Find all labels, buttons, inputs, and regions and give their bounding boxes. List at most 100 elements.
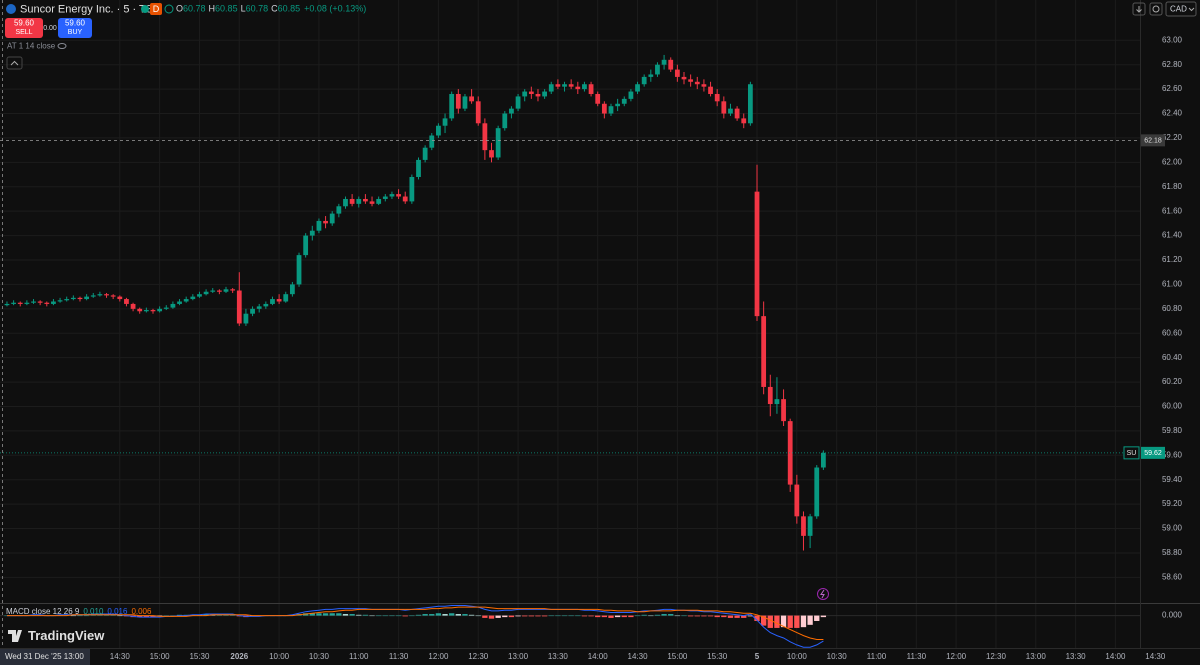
macd-hist-bar bbox=[701, 615, 707, 617]
event-icon[interactable] bbox=[817, 588, 829, 600]
macd-hist-bar bbox=[422, 614, 428, 616]
macd-hist-bar bbox=[621, 615, 627, 618]
macd-hist-bar bbox=[455, 614, 461, 616]
candle-body bbox=[143, 310, 149, 312]
candle-body bbox=[270, 299, 275, 304]
candle-body bbox=[648, 74, 654, 77]
x-tick-label: 11:00 bbox=[867, 652, 887, 661]
candle-body bbox=[774, 399, 780, 405]
study-label[interactable]: AT 1 14 close bbox=[7, 42, 56, 51]
x-tick-label: 14:30 bbox=[628, 652, 649, 661]
macd-hist-bar bbox=[329, 613, 335, 616]
candle-body bbox=[203, 291, 209, 295]
download-button[interactable] bbox=[1132, 2, 1146, 16]
candle-body bbox=[655, 64, 660, 75]
candle-body bbox=[502, 113, 508, 129]
candle-body bbox=[548, 84, 554, 92]
reload-button[interactable] bbox=[1149, 2, 1163, 16]
candle-body bbox=[728, 108, 733, 114]
crosshair-time: Wed 31 Dec '25 13:00 bbox=[5, 652, 84, 661]
y-tick-label: 58.80 bbox=[1162, 548, 1183, 557]
candle-body bbox=[701, 84, 707, 87]
y-tick-label: 61.80 bbox=[1162, 182, 1183, 191]
last-price-tag: SU bbox=[1127, 450, 1137, 457]
candle-body bbox=[70, 297, 76, 300]
x-tick-label: 14:00 bbox=[1105, 652, 1126, 661]
candle-body bbox=[137, 308, 143, 312]
macd-hist-bar bbox=[628, 615, 634, 618]
x-tick-label: 12:30 bbox=[986, 652, 1007, 661]
macd-hist-bar bbox=[203, 614, 209, 616]
macd-hist-bar bbox=[508, 615, 515, 618]
macd-hist-bar bbox=[661, 614, 667, 616]
eye-icon[interactable] bbox=[57, 43, 67, 49]
y-tick-label: 62.00 bbox=[1162, 157, 1183, 166]
signal-line bbox=[7, 606, 824, 640]
macd-hist-bar bbox=[707, 615, 714, 617]
y-tick-label: 61.60 bbox=[1162, 206, 1183, 215]
candle-body bbox=[674, 69, 680, 77]
x-tick-label: 12:00 bbox=[946, 652, 967, 661]
candle-body bbox=[130, 303, 136, 309]
candle-body bbox=[635, 84, 640, 92]
macd-hist-bar bbox=[548, 615, 554, 617]
candle-body bbox=[708, 86, 713, 94]
buy-button[interactable] bbox=[58, 18, 92, 38]
candle-body bbox=[595, 93, 601, 104]
y-tick-label: 62.80 bbox=[1162, 60, 1183, 69]
candle-body bbox=[562, 84, 567, 87]
x-tick-label: 15:30 bbox=[189, 652, 210, 661]
o-val: 60.78 bbox=[183, 4, 206, 14]
macd-hist-bar bbox=[747, 615, 754, 617]
c-val: 60.85 bbox=[278, 4, 301, 14]
candle-body bbox=[515, 96, 521, 109]
l-key: L bbox=[241, 4, 246, 14]
macd-hist-bar bbox=[522, 615, 528, 617]
candle-body bbox=[582, 84, 587, 90]
candle-body bbox=[349, 198, 355, 204]
candle-body bbox=[77, 297, 83, 300]
macd-hist-bar bbox=[316, 613, 322, 616]
collapse-button[interactable] bbox=[6, 56, 23, 70]
candle-body bbox=[31, 301, 36, 303]
macd-hist-bar bbox=[535, 615, 541, 617]
logo-text[interactable]: TradingView bbox=[28, 628, 105, 643]
macd-hist-bar bbox=[462, 614, 468, 616]
macd-hist-bar bbox=[654, 614, 661, 616]
macd-hist-bar bbox=[727, 615, 734, 618]
macd-hist-bar bbox=[668, 614, 674, 616]
candle-body bbox=[688, 79, 694, 82]
candle-body bbox=[754, 191, 760, 317]
x-tick-label: 13:30 bbox=[1066, 652, 1087, 661]
candle-body bbox=[668, 59, 674, 70]
candle-body bbox=[84, 296, 90, 300]
currency-box[interactable] bbox=[1165, 1, 1197, 17]
candle-body bbox=[402, 196, 408, 202]
macd-hist-bar bbox=[356, 614, 362, 616]
buy-label: BUY bbox=[68, 29, 83, 36]
candle-body bbox=[621, 98, 627, 104]
macd-hist-bar bbox=[800, 615, 807, 628]
candle-body bbox=[615, 103, 621, 107]
x-tick-label: 12:30 bbox=[468, 652, 489, 661]
candle-body bbox=[429, 135, 435, 148]
sell-button[interactable] bbox=[5, 18, 43, 38]
candle-body bbox=[323, 220, 328, 224]
candle-body bbox=[97, 294, 103, 296]
symbol-title[interactable]: Suncor Energy Inc. · 5 · TSX bbox=[20, 3, 161, 15]
c-key: C bbox=[271, 4, 278, 14]
candle-body bbox=[104, 294, 109, 296]
candle-body bbox=[747, 84, 753, 124]
x-tick-label: 5 bbox=[755, 652, 760, 661]
candle-body bbox=[528, 91, 534, 94]
macd-hist-bar bbox=[502, 615, 508, 618]
macd-hist-bar bbox=[389, 615, 395, 617]
macd-hist-bar bbox=[475, 615, 481, 617]
candle-body bbox=[787, 421, 793, 485]
x-tick-label: 11:00 bbox=[349, 652, 369, 661]
macd-hist-bar bbox=[568, 615, 574, 617]
candle-body bbox=[588, 84, 594, 94]
y-tick-label: 62.60 bbox=[1162, 84, 1183, 93]
